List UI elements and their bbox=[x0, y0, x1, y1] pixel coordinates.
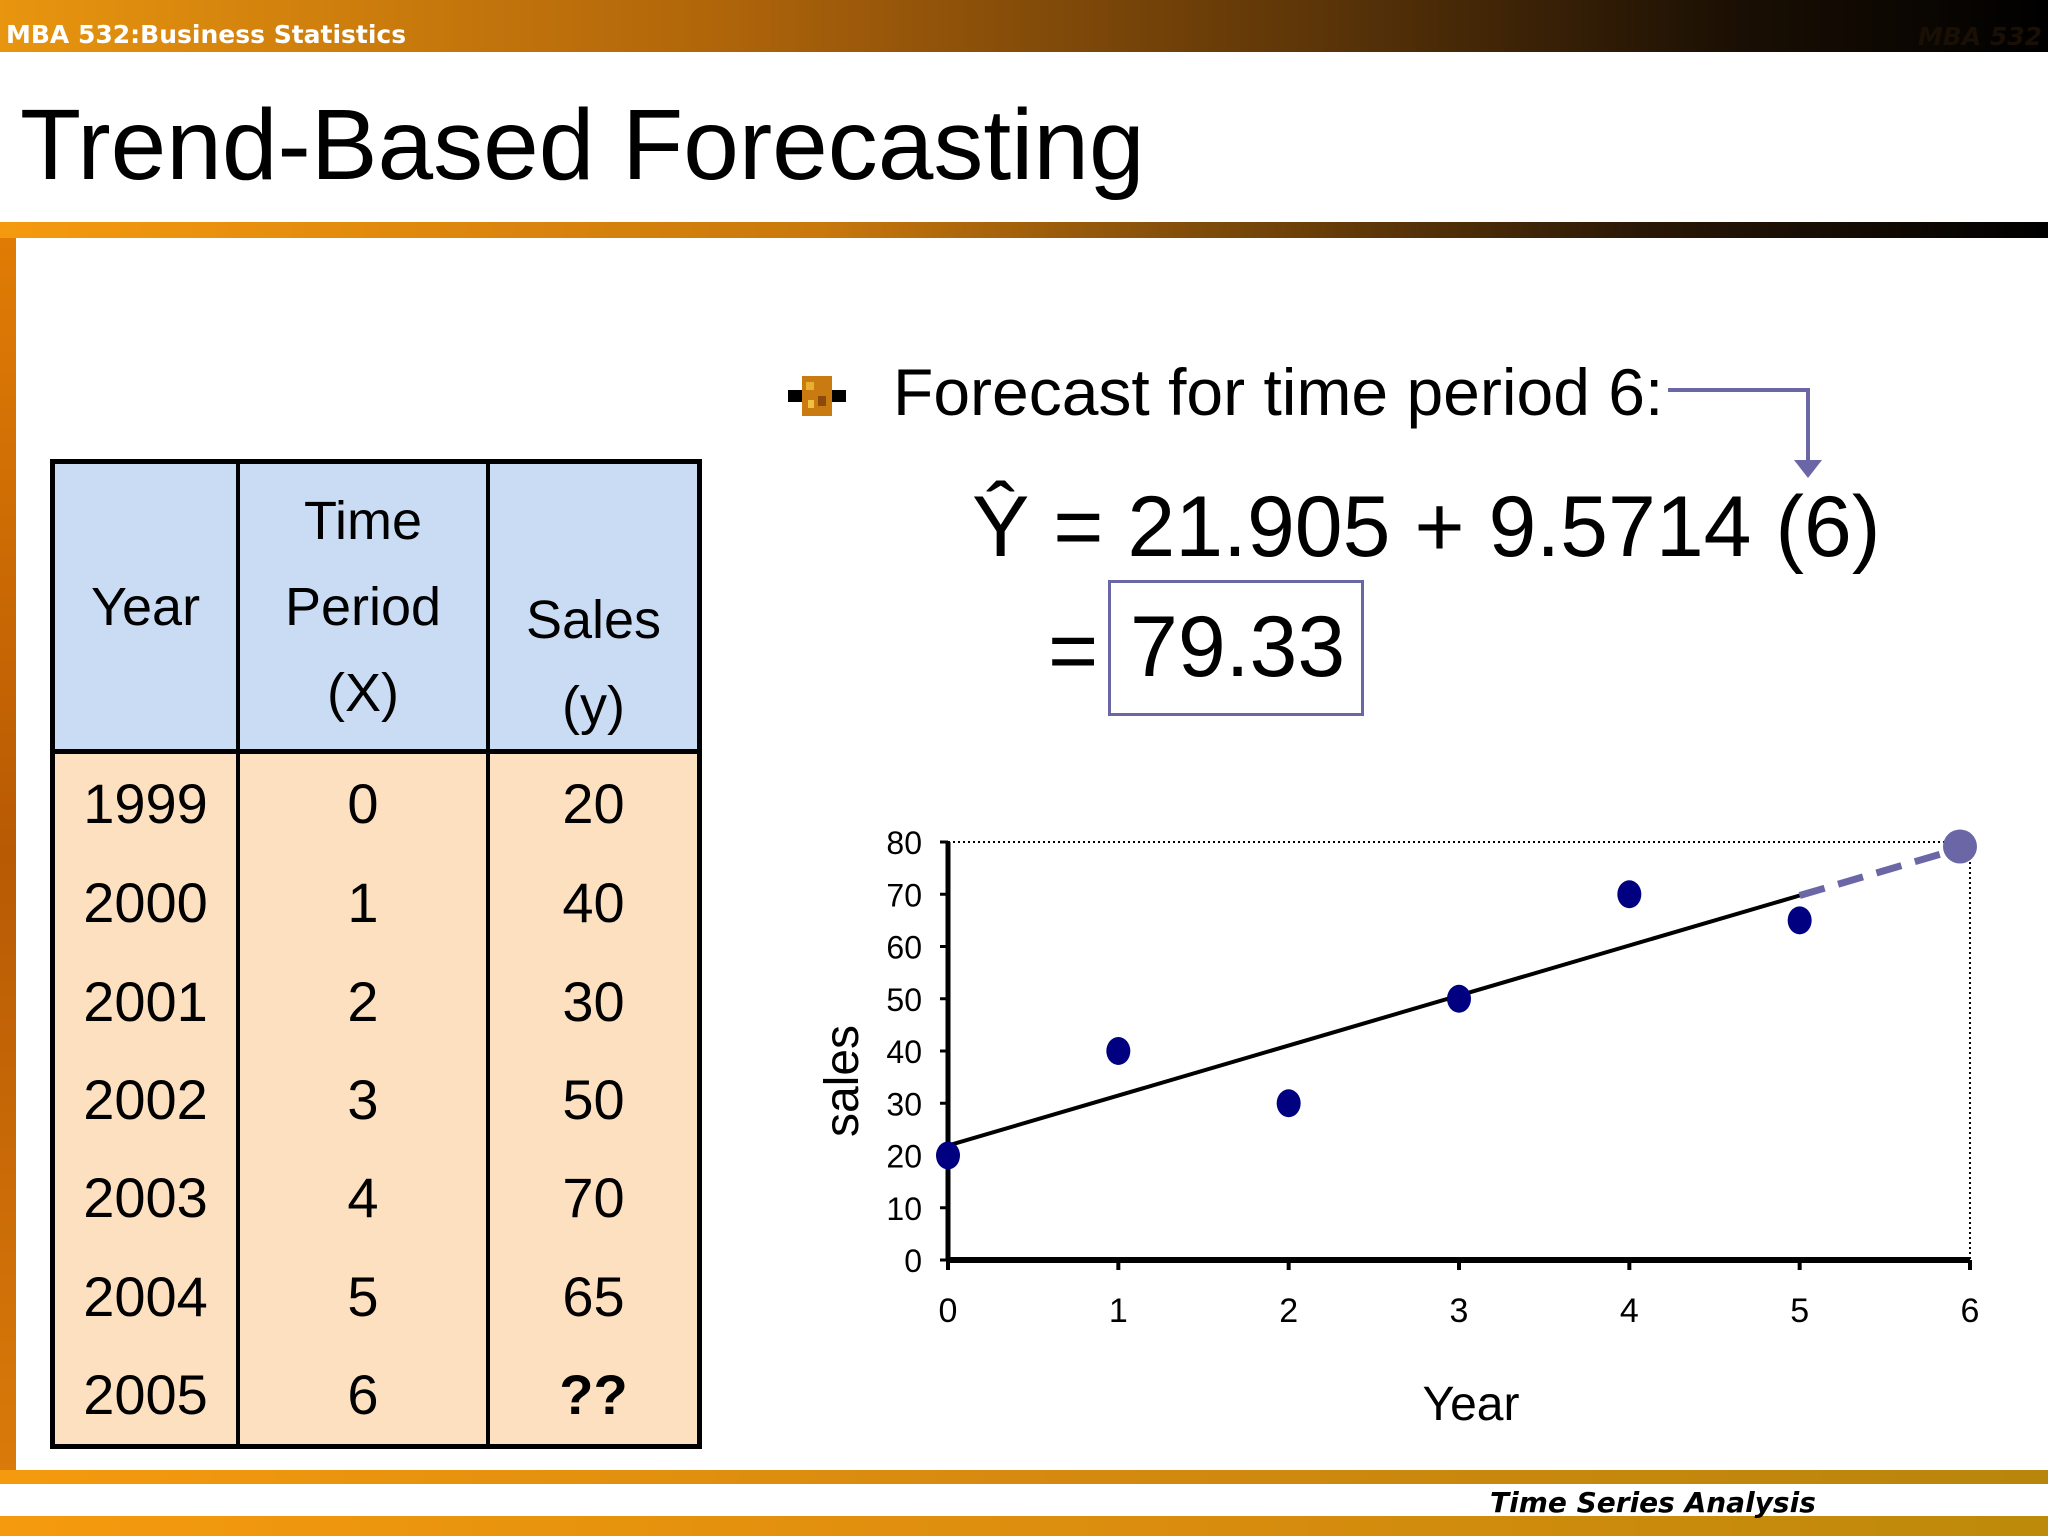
y-tick-label: 60 bbox=[886, 930, 922, 966]
y-tick-label: 40 bbox=[886, 1034, 922, 1070]
cell-time-period: 2 bbox=[238, 952, 490, 1051]
equals-sign: = bbox=[1048, 603, 1099, 699]
x-tick-label: 3 bbox=[1450, 1292, 1469, 1330]
x-tick-label: 2 bbox=[1279, 1292, 1298, 1330]
y-axis-label: sales bbox=[816, 1025, 869, 1137]
cell-sales: 20 bbox=[488, 751, 697, 854]
table-row: 2003 4 70 bbox=[55, 1148, 697, 1248]
cell-sales: 40 bbox=[488, 853, 697, 953]
cell-year: 1999 bbox=[55, 751, 240, 854]
arrow-head-icon bbox=[1794, 460, 1822, 478]
data-point bbox=[1106, 1037, 1131, 1065]
x-tick-label: 0 bbox=[939, 1292, 958, 1330]
bottom-divider bbox=[0, 1470, 2048, 1484]
y-tick-label: 80 bbox=[886, 825, 922, 861]
top-banner bbox=[0, 0, 2048, 52]
table-header-row: Year Time Period (X) Sales (y) bbox=[55, 464, 697, 754]
table-row: 2000 1 40 bbox=[55, 853, 697, 953]
cell-year: 2001 bbox=[55, 952, 240, 1051]
cell-year: 2000 bbox=[55, 853, 240, 953]
data-point bbox=[1787, 906, 1812, 935]
connector-arrow bbox=[1668, 388, 1810, 462]
result-box bbox=[1108, 580, 1364, 716]
bullet-icon bbox=[788, 376, 846, 416]
cell-time-period: 0 bbox=[238, 751, 490, 854]
cell-sales: ?? bbox=[488, 1345, 697, 1444]
cell-sales: 30 bbox=[488, 952, 697, 1051]
bottom-strip bbox=[0, 1516, 2048, 1536]
data-point bbox=[1276, 1089, 1301, 1118]
forecast-point bbox=[1943, 829, 1977, 864]
x-tick-label: 6 bbox=[1961, 1292, 1980, 1330]
course-label-right: MBA 532 bbox=[1917, 22, 2042, 51]
cell-time-period: 5 bbox=[238, 1247, 490, 1346]
cell-sales: 70 bbox=[488, 1148, 697, 1248]
table-row: 2005 6?? bbox=[55, 1345, 697, 1444]
header-sales: Sales (y) bbox=[488, 464, 697, 754]
trend-line bbox=[947, 893, 1801, 1148]
cell-sales: 65 bbox=[488, 1247, 697, 1346]
footer-text: Time Series Analysis bbox=[1490, 1486, 1816, 1519]
forecast-result: 79.33 bbox=[1130, 599, 1346, 695]
slide-title: Trend-Based Forecasting bbox=[20, 89, 1145, 201]
course-label: MBA 532:Business Statistics bbox=[6, 20, 407, 49]
forecast-equation: Ŷ = 21.905 + 9.5714 (6) bbox=[972, 478, 1881, 577]
data-point bbox=[1617, 880, 1642, 909]
data-point bbox=[1447, 984, 1471, 1013]
forecast-extension-line bbox=[1798, 842, 1971, 899]
cell-year: 2005 bbox=[55, 1345, 240, 1444]
y-tick-label: 50 bbox=[886, 982, 922, 1018]
forecast-bullet-text: Forecast for time period 6: bbox=[893, 355, 1664, 429]
header-time-period: Time Period (X) bbox=[238, 464, 490, 754]
equation-rhs: = 21.905 + 9.5714 (6) bbox=[1053, 479, 1881, 575]
y-tick-label: 0 bbox=[904, 1243, 922, 1279]
table-row: 2002 3 50 bbox=[55, 1050, 697, 1149]
table-row: 1999 0 20 bbox=[55, 751, 697, 854]
cell-year: 2002 bbox=[55, 1050, 240, 1149]
cell-time-period: 1 bbox=[238, 853, 490, 953]
x-tick-label: 4 bbox=[1620, 1292, 1639, 1330]
data-point bbox=[936, 1141, 960, 1170]
cell-time-period: 6 bbox=[238, 1345, 490, 1444]
y-tick-label: 70 bbox=[886, 877, 922, 913]
cell-sales: 50 bbox=[488, 1050, 697, 1149]
x-tick-label: 5 bbox=[1790, 1292, 1809, 1330]
cell-year: 2004 bbox=[55, 1247, 240, 1346]
y-tick-label: 10 bbox=[886, 1191, 922, 1227]
left-accent-bar bbox=[0, 238, 16, 1470]
cell-time-period: 4 bbox=[238, 1148, 490, 1248]
x-axis-label: Year bbox=[1423, 1378, 1520, 1431]
table-row: 2004 5 65 bbox=[55, 1247, 697, 1346]
data-table: Year Time Period (X) Sales (y) 1999 0 20 20… bbox=[50, 459, 702, 1449]
y-tick-label: 20 bbox=[886, 1139, 922, 1175]
cell-time-period: 3 bbox=[238, 1050, 490, 1149]
y-tick-label: 30 bbox=[886, 1086, 922, 1122]
title-divider bbox=[0, 222, 2048, 238]
table-row: 2001 2 30 bbox=[55, 952, 697, 1051]
y-hat-symbol: Ŷ bbox=[972, 479, 1030, 575]
header-year: Year bbox=[55, 464, 240, 754]
cell-year: 2003 bbox=[55, 1148, 240, 1248]
x-tick-label: 1 bbox=[1109, 1292, 1128, 1330]
